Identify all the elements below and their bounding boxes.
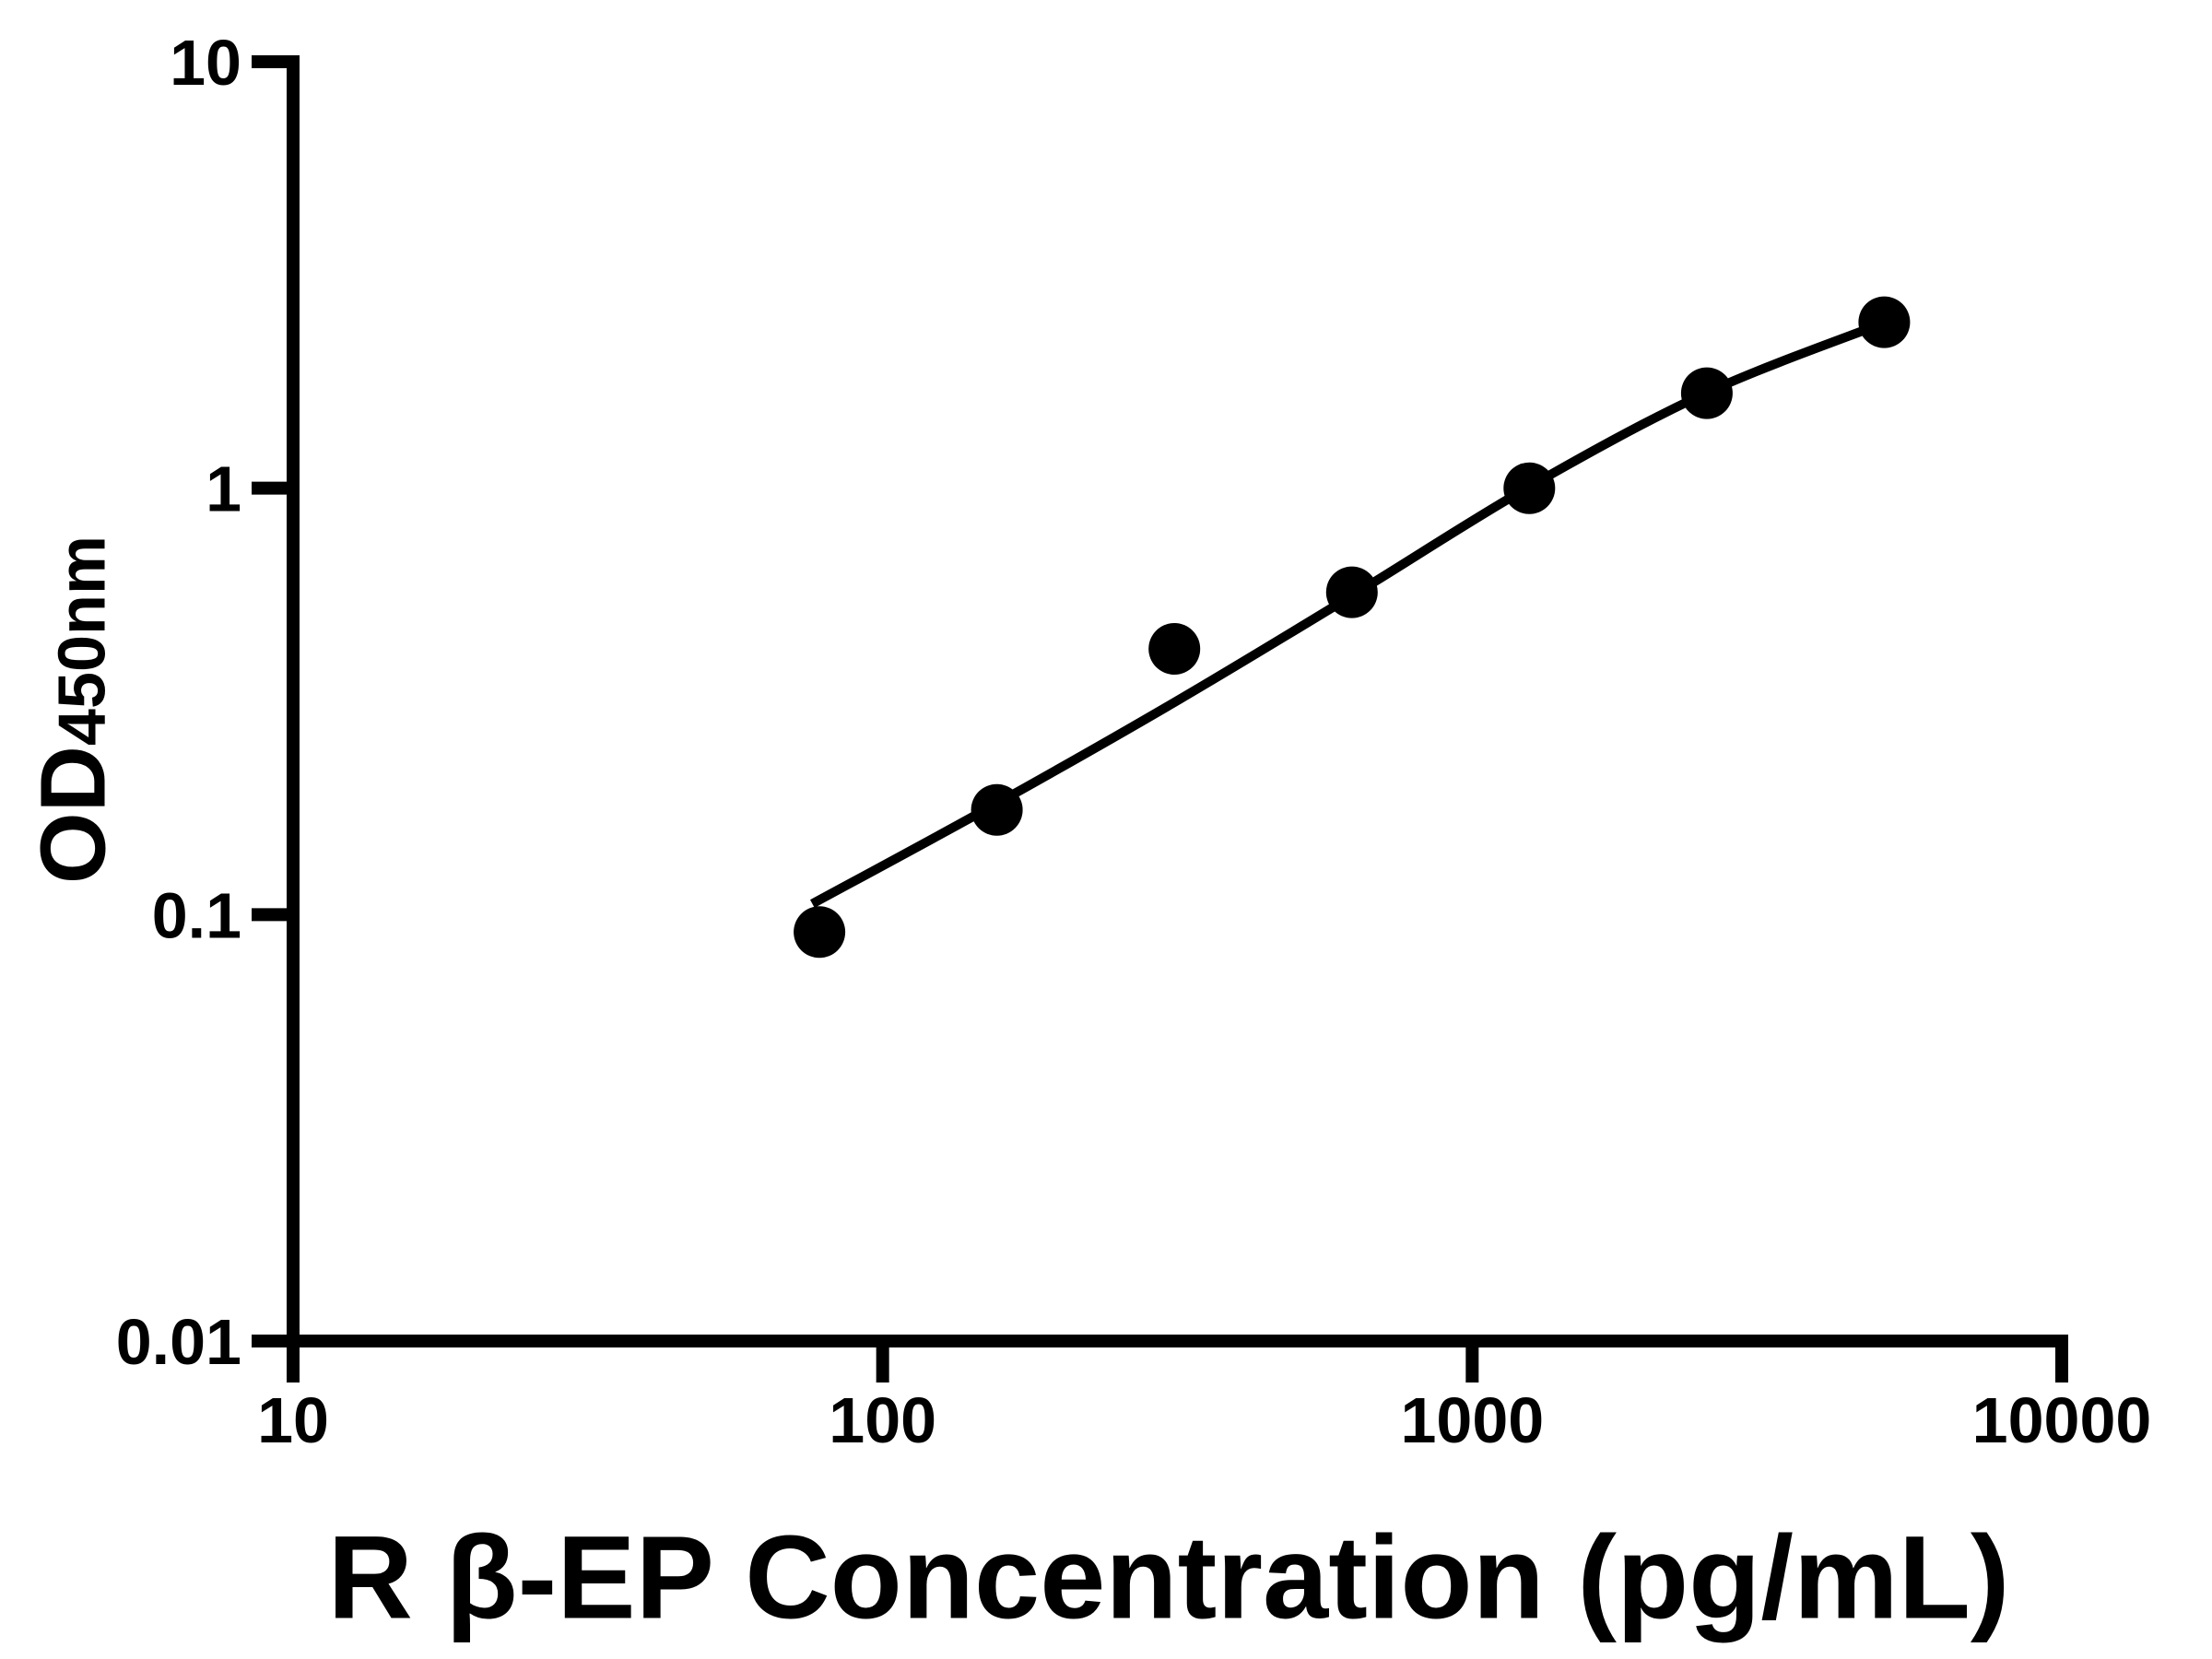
y-axis-title-main: OD [21,746,125,885]
y-tick-label: 0.1 [152,879,241,951]
data-point [1325,566,1378,618]
x-axis-title: R β-EP Concentration (pg/mL) [327,1512,2010,1644]
x-tick-label: 10 [257,1384,329,1456]
data-point [1858,296,1911,348]
x-tick-label: 100 [829,1384,936,1456]
x-tick-label: 10000 [1972,1384,2152,1456]
data-point [1680,367,1733,419]
data-point [971,783,1023,836]
data-point [794,906,846,959]
y-tick-label: 10 [170,27,241,99]
y-axis-title-sub: 450nm [45,535,120,747]
data-point [1503,462,1556,514]
y-tick-label: 0.01 [116,1306,241,1378]
data-point [1148,623,1201,675]
x-tick-label: 1000 [1400,1384,1544,1456]
y-tick-label: 1 [206,453,241,525]
y-axis-title: OD450nm [21,535,127,884]
